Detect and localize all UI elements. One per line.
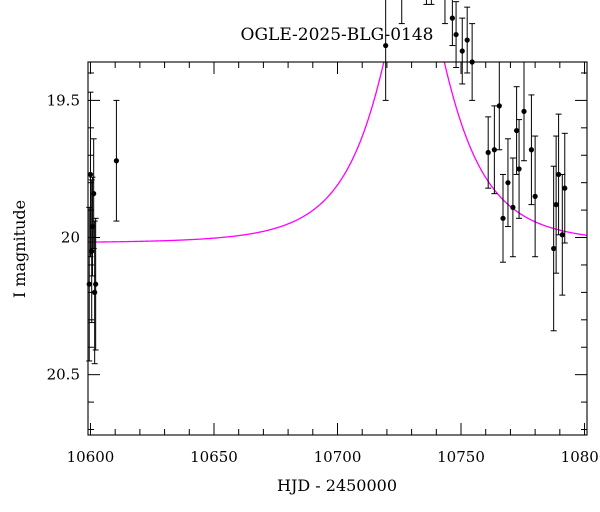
x-tick-label: 10700: [314, 448, 362, 466]
data-point: [423, 0, 430, 5]
data-point-marker: [449, 15, 455, 21]
data-point: [504, 138, 511, 228]
x-tick-label: 10600: [67, 448, 115, 466]
axis-ticks: [88, 62, 587, 435]
data-point: [88, 179, 95, 324]
data-point-marker: [93, 281, 99, 287]
data-point-marker: [459, 48, 465, 54]
data-point-marker: [91, 191, 97, 197]
y-tick-label: 20: [61, 229, 80, 247]
data-point-marker: [562, 185, 568, 191]
data-point-marker: [513, 127, 520, 134]
data-point-marker: [491, 147, 497, 153]
data-point: [382, 0, 389, 101]
data-point: [496, 61, 503, 151]
data-point-marker: [510, 204, 516, 210]
data-point: [90, 138, 97, 249]
data-point: [459, 17, 466, 85]
x-tick-label: 10750: [437, 448, 485, 466]
data-point: [521, 61, 528, 162]
data-point-marker: [89, 248, 95, 254]
data-point-marker: [516, 166, 522, 172]
model-curve: [88, 62, 587, 243]
data-point: [561, 132, 568, 244]
x-tick-label: 10650: [190, 448, 238, 466]
data-point-marker: [553, 202, 559, 208]
x-tick-label: 10800: [561, 448, 600, 466]
data-point-marker: [559, 232, 565, 238]
data-points-group: [86, 0, 568, 365]
data-point: [491, 105, 498, 195]
data-point: [428, 0, 435, 5]
x-axis-label: HJD - 2450000: [277, 476, 397, 495]
data-point-marker: [500, 215, 506, 221]
data-point-marker: [87, 171, 94, 178]
data-point-marker: [528, 147, 535, 153]
data-point-marker: [532, 193, 538, 199]
data-point: [92, 217, 99, 351]
data-point: [441, 0, 448, 25]
data-point-marker: [521, 108, 527, 114]
data-point-marker: [92, 289, 98, 295]
y-axis-label: I magnitude: [10, 200, 29, 298]
model-curve-group: [88, 62, 587, 243]
data-point-marker: [86, 281, 92, 287]
data-point: [553, 135, 560, 274]
data-point: [113, 99, 120, 222]
data-point: [528, 94, 535, 206]
data-point: [500, 173, 507, 263]
data-point: [464, 6, 471, 74]
data-point-marker: [453, 31, 459, 38]
data-point: [449, 0, 456, 47]
data-point-marker: [496, 103, 502, 109]
data-point-marker: [485, 149, 491, 156]
data-point: [485, 116, 492, 189]
data-point: [398, 0, 405, 25]
data-point-marker: [464, 37, 470, 43]
data-point-marker: [551, 245, 557, 252]
data-point: [532, 135, 539, 258]
data-point-marker: [555, 171, 562, 178]
data-point: [513, 86, 520, 175]
data-point-marker: [505, 180, 511, 186]
data-point: [516, 119, 523, 219]
data-point-marker: [113, 158, 120, 164]
y-tick-label: 20.5: [47, 366, 80, 384]
data-point-marker: [383, 42, 389, 49]
y-tick-label: 19.5: [47, 91, 80, 109]
chart-title: OGLE-2025-BLG-0148: [241, 25, 434, 45]
data-point: [453, 1, 460, 68]
plot-frame: [87, 61, 588, 436]
data-point: [509, 157, 516, 258]
